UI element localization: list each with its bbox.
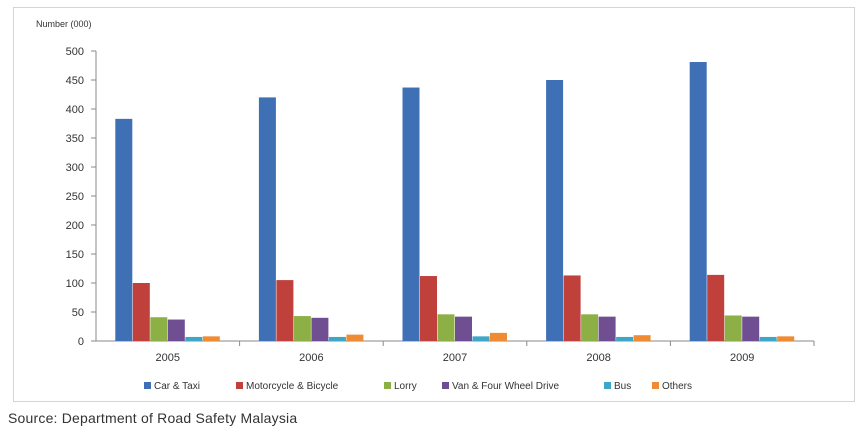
bar-car-taxi-2005 [115,118,133,341]
bar-lorry-2009 [724,315,742,341]
bar-others-2006 [346,334,364,341]
bar-van-four-wheel-drive-2008 [598,316,616,341]
bar-motorcycle-bicycle-2008 [563,275,581,341]
bar-bus-2007 [472,336,490,341]
y-tick-label: 200 [66,220,84,232]
bar-lorry-2008 [581,314,599,341]
bar-van-four-wheel-drive-2005 [167,319,185,341]
bar-others-2005 [202,336,220,341]
legend-label: Others [662,381,692,392]
y-tick-label: 150 [66,249,84,261]
y-tick-label: 450 [66,75,84,87]
bar-others-2009 [777,336,795,341]
legend-label: Lorry [394,381,417,392]
bar-car-taxi-2006 [258,97,276,342]
bar-lorry-2005 [150,317,168,341]
y-tick-label: 500 [66,46,84,58]
bar-others-2007 [490,332,507,341]
y-tick-label: 350 [66,133,84,145]
x-tick-label: 2008 [586,352,610,364]
bar-motorcycle-bicycle-2007 [420,276,437,341]
legend-swatch [236,382,243,389]
bar-van-four-wheel-drive-2006 [311,317,329,341]
legend-swatch [384,382,391,389]
legend-swatch [652,382,659,389]
x-tick-label: 2005 [156,352,180,364]
bar-others-2008 [633,335,651,341]
bar-motorcycle-bicycle-2006 [276,280,294,341]
legend-swatch [144,382,151,389]
y-tick-label: 0 [78,336,84,348]
legend-label: Van & Four Wheel Drive [452,381,560,392]
bar-bus-2009 [759,336,777,341]
bar-bus-2008 [616,336,634,341]
bar-car-taxi-2007 [402,87,420,341]
y-tick-label: 400 [66,104,84,116]
legend-swatch [604,382,611,389]
y-tick-label: 250 [66,191,84,203]
bar-car-taxi-2009 [689,62,707,342]
y-axis-label: Number (000) [36,19,92,29]
bar-bus-2006 [328,336,346,341]
bar-lorry-2007 [437,314,455,341]
x-tick-label: 2009 [730,352,754,364]
y-tick-label: 300 [66,162,84,174]
bar-lorry-2006 [293,316,311,341]
bar-car-taxi-2008 [546,80,564,341]
bar-bus-2005 [185,336,203,341]
bar-van-four-wheel-drive-2009 [742,316,760,341]
legend-label: Motorcycle & Bicycle [246,381,339,392]
legend-swatch [442,382,449,389]
chart-frame: Number (000) 0 50 100 150 200 250 300 350 400 450 5… [13,7,855,402]
y-tick-label: 100 [66,278,84,290]
bar-motorcycle-bicycle-2005 [132,283,150,341]
legend-label: Car & Taxi [154,381,200,392]
y-tick-label: 50 [72,307,84,319]
legend-label: Bus [614,381,631,392]
bar-motorcycle-bicycle-2009 [707,274,725,341]
source-note: Source: Department of Road Safety Malays… [8,410,298,426]
x-tick-label: 2006 [299,352,323,364]
bar-van-four-wheel-drive-2007 [455,316,472,341]
bar-chart: Number (000) 0 50 100 150 200 250 300 350 400 450 5… [36,19,815,392]
x-tick-label: 2007 [443,352,467,364]
